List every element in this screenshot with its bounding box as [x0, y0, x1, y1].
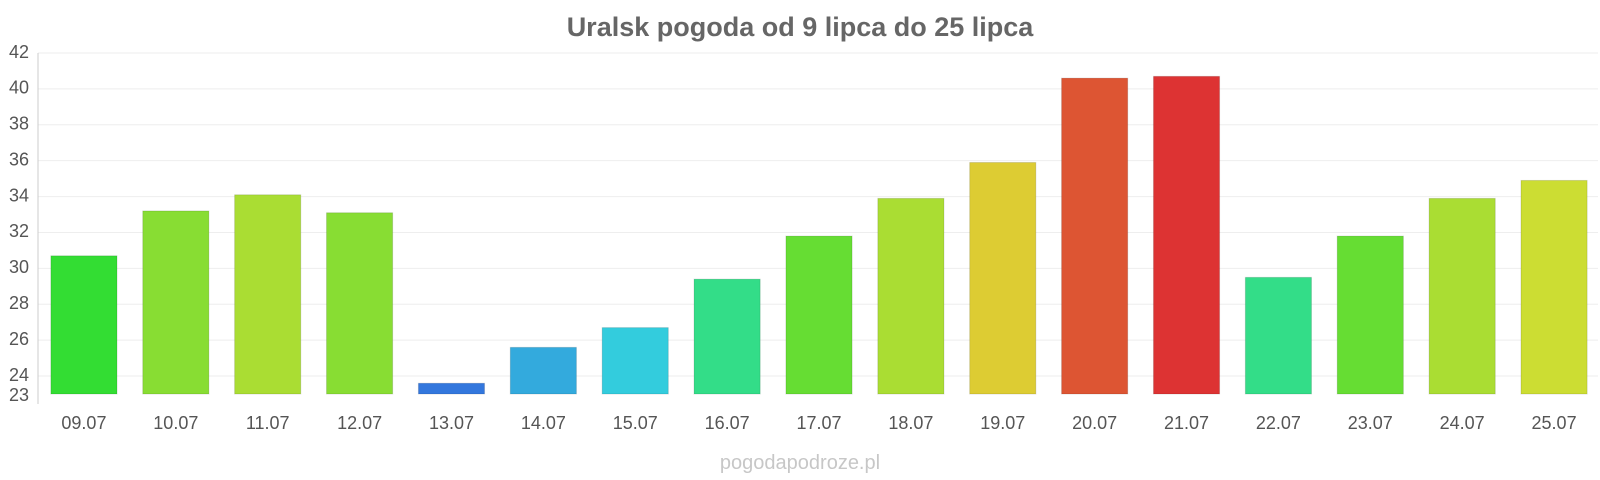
bar-14.07	[509, 346, 577, 395]
y-tick-label: 32	[9, 221, 29, 241]
bar-17.07	[785, 235, 853, 395]
y-tick-label: 38	[9, 114, 29, 134]
y-tick-label: 28	[9, 293, 29, 313]
x-tick-label: 16.07	[705, 413, 750, 433]
bar-12.07	[326, 212, 394, 395]
x-tick-label: 18.07	[888, 413, 933, 433]
bars	[50, 75, 1588, 395]
x-tick-label: 09.07	[61, 413, 106, 433]
y-tick-label: 42	[9, 42, 29, 62]
bar-21.07	[1152, 75, 1221, 395]
watermark: pogodapodroze.pl	[719, 452, 881, 474]
x-tick-label: 11.07	[246, 413, 290, 433]
bar-13.07	[417, 382, 486, 395]
y-tick-label: 23	[9, 385, 29, 405]
x-tick-label: 24.07	[1440, 413, 1485, 433]
chart-title: Uralsk pogoda od 9 lipca do 25 lipca	[566, 12, 1034, 42]
x-tick-label: 13.07	[429, 413, 474, 433]
y-tick-label: 34	[9, 185, 29, 205]
bar-20.07	[1061, 77, 1129, 395]
y-tick-label: 24	[9, 365, 29, 385]
bar-22.07	[1244, 276, 1312, 395]
bar-18.07	[877, 197, 945, 395]
bar-23.07	[1336, 235, 1404, 395]
x-tick-label: 20.07	[1072, 413, 1117, 433]
bar-11.07	[234, 194, 302, 395]
bar-10.07	[142, 210, 210, 395]
bar-15.07	[601, 327, 669, 395]
y-tick-label: 40	[9, 78, 29, 98]
x-tick-label: 21.07	[1164, 413, 1209, 433]
x-tick-label: 25.07	[1532, 413, 1577, 433]
y-tick-label: 26	[9, 329, 29, 349]
x-tick-label: 12.07	[337, 413, 382, 433]
x-tick-label: 17.07	[796, 413, 841, 433]
x-tick-label: 10.07	[153, 413, 198, 433]
y-tick-label: 30	[9, 257, 29, 277]
bar-16.07	[693, 278, 761, 395]
bar-25.07	[1520, 179, 1588, 395]
x-tick-label: 22.07	[1256, 413, 1301, 433]
bar-19.07	[969, 161, 1037, 395]
x-tick-label: 15.07	[613, 413, 658, 433]
x-tick-label: 19.07	[980, 413, 1025, 433]
bar-09.07	[50, 255, 118, 395]
x-tick-labels: 09.07 10.07 11.07 12.07 13.07 14.07 15.07 16.07…	[61, 413, 1576, 433]
x-tick-label: 14.07	[521, 413, 566, 433]
y-tick-label: 36	[9, 149, 29, 169]
bar-24.07	[1428, 197, 1496, 395]
x-tick-label: 23.07	[1348, 413, 1393, 433]
